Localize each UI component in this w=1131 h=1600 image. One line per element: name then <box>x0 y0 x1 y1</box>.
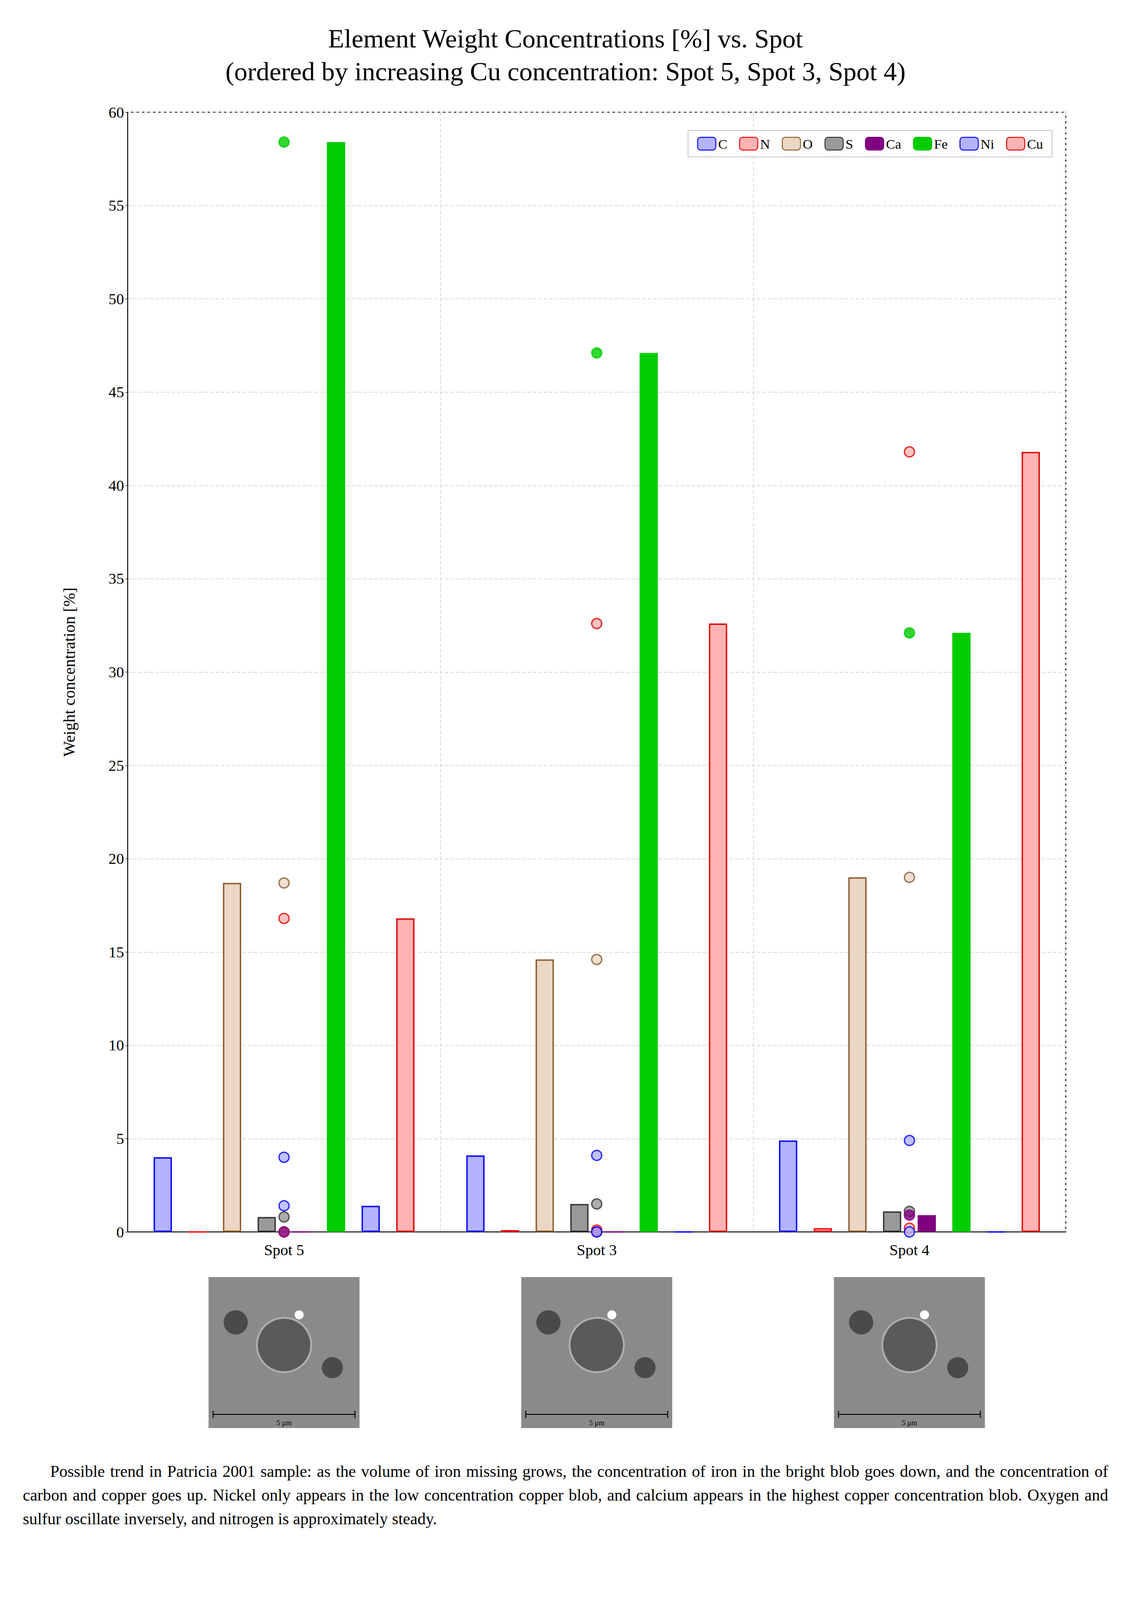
svg-text:Spot 4: Spot 4 <box>889 1241 930 1259</box>
svg-text:0: 0 <box>116 1223 125 1241</box>
svg-text:C: C <box>718 136 728 152</box>
svg-text:Spot 5: Spot 5 <box>264 1241 305 1259</box>
svg-text:40: 40 <box>108 477 125 494</box>
svg-text:5: 5 <box>116 1130 125 1147</box>
svg-text:55: 55 <box>108 197 125 214</box>
svg-text:Spot 3: Spot 3 <box>576 1241 618 1259</box>
svg-text:Ni: Ni <box>980 136 995 152</box>
svg-text:(ordered by increasing Cu conc: (ordered by increasing Cu concentration:… <box>225 56 906 87</box>
svg-text:10: 10 <box>108 1036 125 1054</box>
svg-text:50: 50 <box>108 290 125 308</box>
svg-text:35: 35 <box>108 570 125 587</box>
svg-text:O: O <box>802 136 813 152</box>
svg-text:5 µm: 5 µm <box>589 1418 605 1427</box>
svg-text:Weight concentration [%]: Weight concentration [%] <box>60 587 79 757</box>
svg-text:25: 25 <box>108 757 125 774</box>
svg-text:Ca: Ca <box>886 136 902 152</box>
svg-text:30: 30 <box>108 663 125 681</box>
svg-text:Fe: Fe <box>933 136 948 152</box>
svg-text:5 µm: 5 µm <box>276 1418 292 1427</box>
svg-text:Cu: Cu <box>1027 136 1043 152</box>
svg-text:20: 20 <box>108 850 125 867</box>
svg-text:5 µm: 5 µm <box>901 1418 918 1427</box>
svg-text:60: 60 <box>108 103 125 121</box>
svg-text:N: N <box>760 136 771 152</box>
svg-text:45: 45 <box>108 383 125 401</box>
svg-text:15: 15 <box>108 943 125 961</box>
svg-text:Element Weight Concentrations: Element Weight Concentrations [%] vs. Sp… <box>327 23 803 54</box>
svg-text:S: S <box>845 136 854 152</box>
html-text:Possible trend in Patricia 200: Possible trend in Patricia 2001 sample: … <box>22 1462 1109 1528</box>
